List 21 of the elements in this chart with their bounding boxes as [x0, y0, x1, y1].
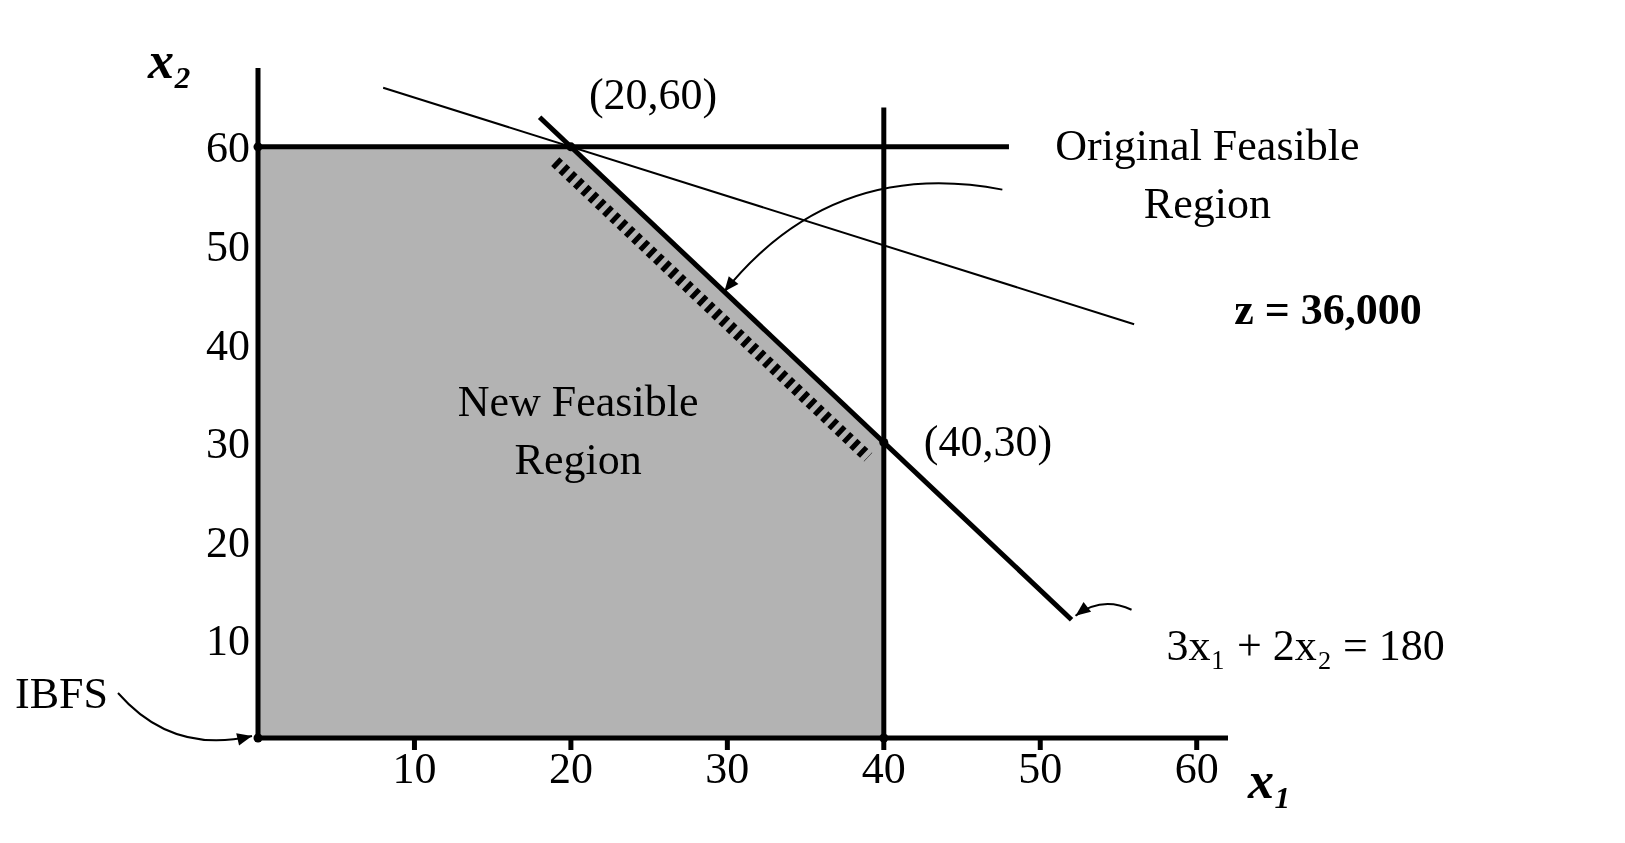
y-tick-label: 40 — [206, 320, 250, 370]
annotation: (20,60) — [588, 69, 718, 119]
x-tick-label: 10 — [392, 744, 437, 794]
annotation: Original Feasible Region — [1055, 120, 1360, 228]
y-axis-title: x₂ — [147, 32, 193, 89]
annotation: IBFS — [15, 669, 108, 718]
x-tick-label: 20 — [548, 744, 593, 794]
y-tick-label: 20 — [206, 517, 250, 567]
x-tick-label: 40 — [861, 744, 906, 794]
x-axis-title: x₁ — [1247, 752, 1293, 809]
annotation: New Feasible Region — [457, 377, 699, 485]
annotation: z = 36,000 — [1234, 285, 1422, 335]
x-tick-label: 30 — [705, 744, 750, 794]
y-tick-label: 60 — [206, 123, 250, 173]
annotation: (40,30) — [923, 417, 1053, 467]
annotation: 3x₁ + 2x₂ = 180 — [1166, 620, 1445, 670]
x-tick-label: 50 — [1018, 744, 1063, 794]
x-tick-label: 60 — [1174, 744, 1219, 794]
y-tick-label: 30 — [206, 419, 250, 469]
y-tick-label: 50 — [206, 221, 250, 271]
y-tick-label: 10 — [206, 616, 250, 666]
